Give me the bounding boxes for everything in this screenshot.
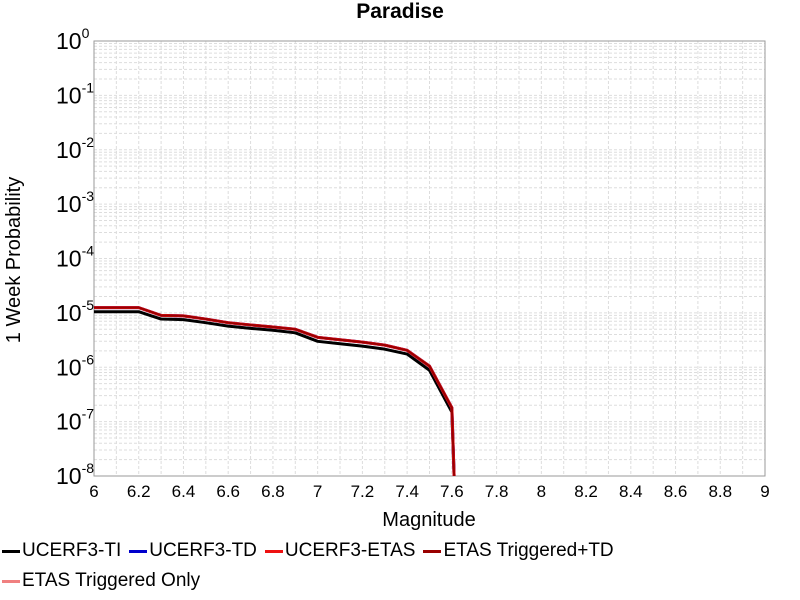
series-line-ucerf3-ti	[94, 310, 456, 477]
legend-label: UCERF3-TD	[149, 540, 257, 561]
x-tick-label: 8.4	[619, 482, 643, 501]
legend-swatch	[129, 549, 148, 553]
x-axis-ticks: 6 6.2 6.4 6.6 6.8 7 7.2 7.4 7.6 7.8 8 8.2 8.4 8.6 8.8 9	[89, 482, 769, 501]
legend: UCERF3-TI UCERF3-TD UCERF3-ETAS ETAS Tri…	[0, 536, 800, 596]
legend-swatch	[264, 549, 283, 553]
y-tick-exponent: 0	[82, 25, 90, 41]
y-tick-label: 10-5	[56, 297, 94, 326]
y-tick-exponent: -6	[82, 351, 95, 367]
y-tick-label: 10-6	[56, 351, 94, 380]
y-tick-label: 10-3	[56, 188, 94, 217]
y-tick-label: 10-4	[56, 243, 94, 272]
y-tick-base: 10	[56, 137, 82, 163]
x-tick-label: 7.8	[485, 482, 509, 501]
x-tick-label: 8	[537, 482, 546, 501]
legend-item-ucerf3-ti: UCERF3-TI	[0, 540, 121, 562]
y-tick-label: 10-8	[56, 460, 94, 489]
x-tick-label: 7	[313, 482, 322, 501]
legend-label: UCERF3-TI	[22, 540, 122, 561]
y-tick-exponent: -7	[82, 406, 95, 422]
y-tick-exponent: -2	[82, 134, 95, 150]
legend-label: UCERF3-ETAS	[284, 540, 416, 561]
legend-label: ETAS Triggered+TD	[443, 540, 614, 561]
x-tick-label: 6	[89, 482, 98, 501]
legend-row: UCERF3-TI UCERF3-TD UCERF3-ETAS ETAS Tri…	[0, 536, 800, 566]
y-tick-exponent: -8	[82, 460, 95, 476]
x-tick-label: 9	[760, 482, 769, 501]
y-tick-label: 10-7	[56, 406, 94, 435]
x-tick-label: 6.2	[127, 482, 151, 501]
legend-swatch	[423, 549, 442, 553]
x-tick-label: 8.8	[708, 482, 732, 501]
y-tick-base: 10	[56, 246, 82, 272]
y-tick-label: 100	[56, 25, 90, 54]
x-tick-label: 8.6	[664, 482, 688, 501]
x-axis-label: Magnitude	[382, 509, 475, 531]
series-layer	[94, 306, 456, 477]
y-tick-base: 10	[56, 463, 82, 489]
y-tick-exponent: -3	[82, 188, 95, 204]
x-tick-label: 7.2	[351, 482, 375, 501]
x-tick-label: 7.6	[440, 482, 464, 501]
legend-label: ETAS Triggered Only	[22, 570, 201, 591]
y-tick-base: 10	[56, 300, 82, 326]
x-tick-label: 6.4	[172, 482, 196, 501]
y-tick-exponent: -4	[82, 243, 95, 259]
legend-item-ucerf3-etas: UCERF3-ETAS	[263, 540, 416, 562]
legend-item-ucerf3-td: UCERF3-TD	[127, 540, 257, 562]
y-tick-exponent: -1	[82, 79, 95, 95]
y-axis-label: 1 Week Probability	[3, 177, 25, 343]
chart: Paradise 6 6.2 6.4 6.6 6.8 7 7.2 7.4 7.6 7.8 8 8.2 8…	[3, 0, 770, 531]
y-tick-base: 10	[56, 354, 82, 380]
y-tick-exponent: -5	[82, 297, 95, 313]
series-line-etas-triggered-td	[94, 306, 456, 477]
y-tick-base: 10	[56, 82, 82, 108]
y-tick-base: 10	[56, 28, 82, 54]
legend-item-etas-triggered-td: ETAS Triggered+TD	[421, 540, 614, 562]
legend-swatch	[2, 579, 20, 583]
series-line-ucerf3-td	[94, 306, 456, 477]
chart-title: Paradise	[356, 0, 444, 23]
y-tick-label: 10-1	[56, 79, 94, 108]
y-tick-base: 10	[56, 409, 82, 435]
y-tick-label: 10-2	[56, 134, 94, 163]
legend-item-etas-triggered-only: ETAS Triggered Only	[0, 570, 200, 592]
legend-swatch	[2, 549, 20, 553]
x-tick-label: 6.8	[261, 482, 285, 501]
grid	[93, 41, 766, 477]
plot-area	[93, 40, 766, 477]
x-tick-label: 6.6	[216, 482, 240, 501]
series-line-ucerf3-etas	[94, 306, 456, 477]
legend-row: ETAS Triggered Only	[0, 566, 800, 596]
y-tick-base: 10	[56, 191, 82, 217]
x-tick-label: 7.4	[395, 482, 419, 501]
x-tick-label: 8.2	[574, 482, 598, 501]
